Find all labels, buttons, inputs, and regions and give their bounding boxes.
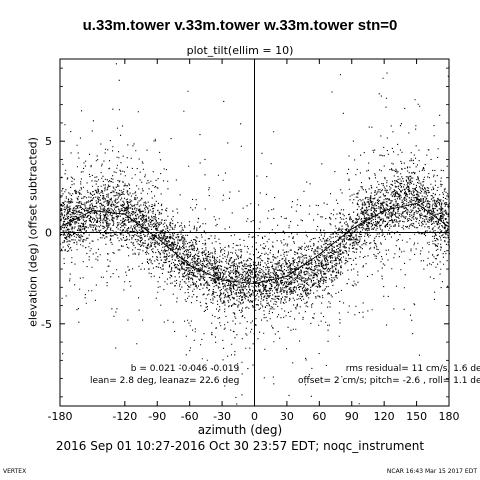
x-tick-label: 180 <box>439 410 460 423</box>
fit-curve <box>59 202 450 285</box>
offset-pitch-roll-line: offset= 2 cm/s; pitch= -2.6 , roll= 1.1 … <box>298 376 480 386</box>
x-tick-label: -90 <box>148 410 166 423</box>
date-range-caption: 2016 Sep 01 10:27-2016 Oct 30 23:57 EDT;… <box>55 439 425 453</box>
x-tick-label: -180 <box>48 410 73 423</box>
fit-coefficients-line: b = 0.021 -0.046 -0.019 <box>130 364 240 374</box>
x-tick-label: 150 <box>406 410 427 423</box>
footer-right-label: NCAR 16:43 Mar 15 2017 EDT <box>386 468 477 475</box>
x-tick-label: -30 <box>213 410 231 423</box>
y-tick-label: 0 <box>45 227 52 240</box>
footer-left-label: VERTEX <box>3 468 27 475</box>
x-tick-label: 90 <box>345 410 359 423</box>
fit-coefficients-box: b = 0.021 -0.046 -0.019 lean= 2.8 deg, l… <box>90 363 239 387</box>
x-axis-label: azimuth (deg) <box>197 423 283 437</box>
x-tick-label: -120 <box>112 410 137 423</box>
x-tick-label: 120 <box>374 410 395 423</box>
chart-title: u.33m.tower v.33m.tower w.33m.tower stn=… <box>82 17 398 34</box>
x-tick-label: -60 <box>181 410 199 423</box>
y-tick-label: 5 <box>45 135 52 148</box>
x-tick-label: 0 <box>251 410 258 423</box>
lean-line: lean= 2.8 deg, leanaz= 22.6 deg <box>90 376 240 386</box>
residual-stats-box: rms residual= 11 cm/s, 1.6 deg offset= 2… <box>298 363 480 387</box>
rms-residual-line: rms residual= 11 cm/s, 1.6 deg <box>345 364 480 374</box>
y-axis-label: elevation (deg) (offset subtracted) <box>26 137 40 327</box>
chart-subtitle: plot_tilt(ellim = 10) <box>186 44 294 57</box>
x-tick-label: 60 <box>312 410 326 423</box>
x-tick-label: 30 <box>280 410 294 423</box>
y-tick-label: -5 <box>41 318 52 331</box>
